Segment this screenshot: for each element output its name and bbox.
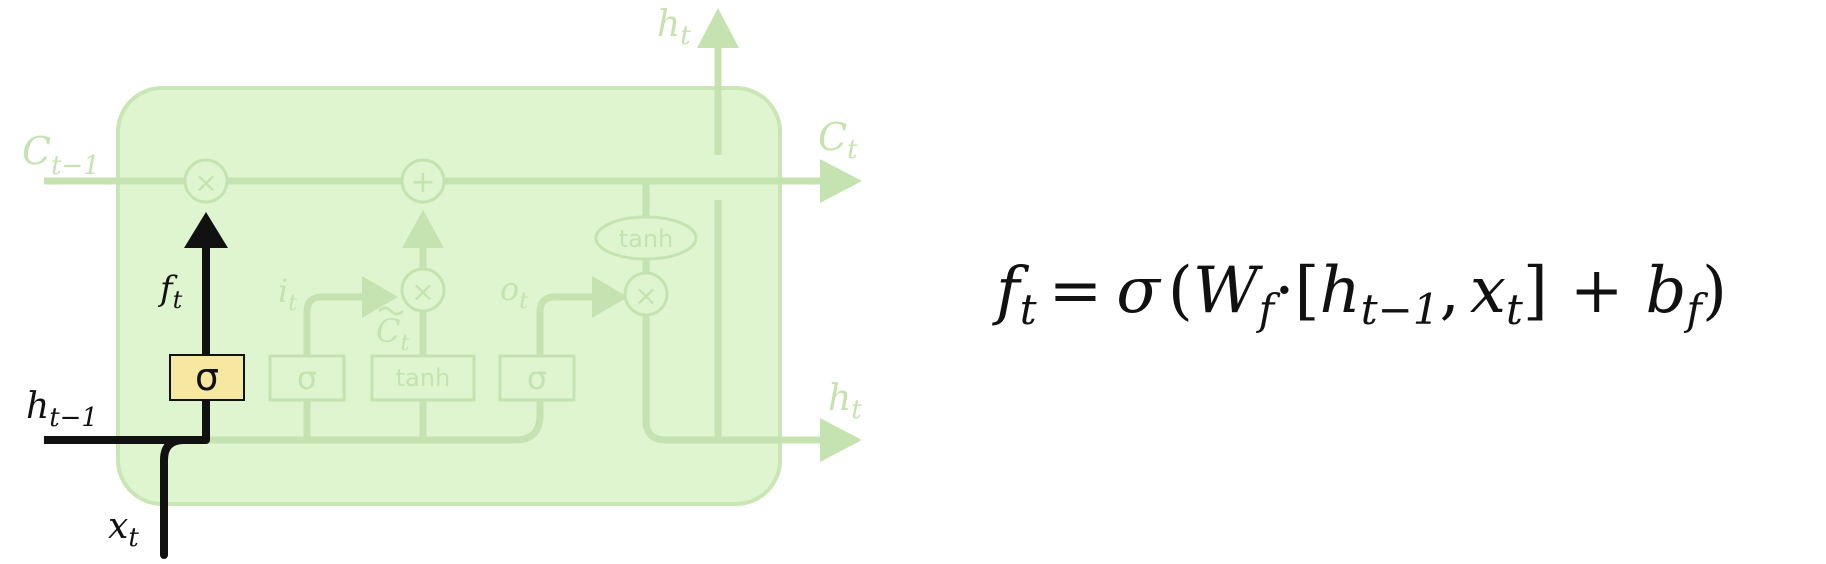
xt-highlight-path (160, 436, 188, 559)
label-h-in: ht−1 (26, 386, 98, 433)
forget-sigma-label: σ (195, 355, 219, 399)
input-sigma-label: σ (297, 359, 317, 397)
output-multiply-symbol: × (634, 279, 657, 312)
candidate-arrowhead (402, 210, 444, 248)
forget-multiply-symbol: × (194, 166, 217, 199)
ht-up-arrowhead (697, 8, 739, 48)
forget-multiply-op (183, 158, 229, 204)
cell-state-arrowhead (820, 159, 862, 203)
input-multiply-op (400, 267, 446, 313)
label-c-in: Ct−1 (22, 129, 100, 181)
tanh-output-op (594, 215, 698, 261)
tanh-output-label: tanh (619, 225, 674, 253)
output-multiply-op (623, 271, 669, 317)
label-h-out: ht (828, 378, 862, 425)
label-c-tilde: Ct (376, 312, 409, 356)
ht-right-arrowhead (820, 418, 862, 462)
output-bypass-line (642, 315, 828, 444)
input-sigma-box (268, 354, 346, 402)
add-op (400, 158, 446, 204)
label-o-gate: ot (500, 270, 528, 314)
add-symbol: + (410, 165, 435, 200)
forget-sigma-box (169, 354, 245, 401)
tanh-candidate-label: tanh (396, 364, 451, 392)
output-sigma-box (498, 354, 576, 402)
c-tilde-mark (378, 306, 404, 316)
tanh-candidate-box (370, 354, 476, 402)
output-gate-arrowhead (592, 276, 628, 318)
forget-arrowhead (184, 212, 228, 248)
label-c-out: Ct (818, 115, 858, 165)
input-gate-branch (303, 293, 370, 440)
label-h-top: ht (657, 4, 691, 51)
forget-gate-equation: ft = σ (Wf·[ht−1, xt] + bf) (992, 254, 1727, 334)
input-gate-arrowhead (362, 276, 398, 318)
label-i-gate: it (278, 272, 297, 316)
output-sigma-label: σ (527, 359, 547, 397)
label-x-in: xt (108, 506, 139, 553)
forget-highlight-path (44, 240, 210, 444)
input-multiply-symbol: × (411, 275, 434, 308)
